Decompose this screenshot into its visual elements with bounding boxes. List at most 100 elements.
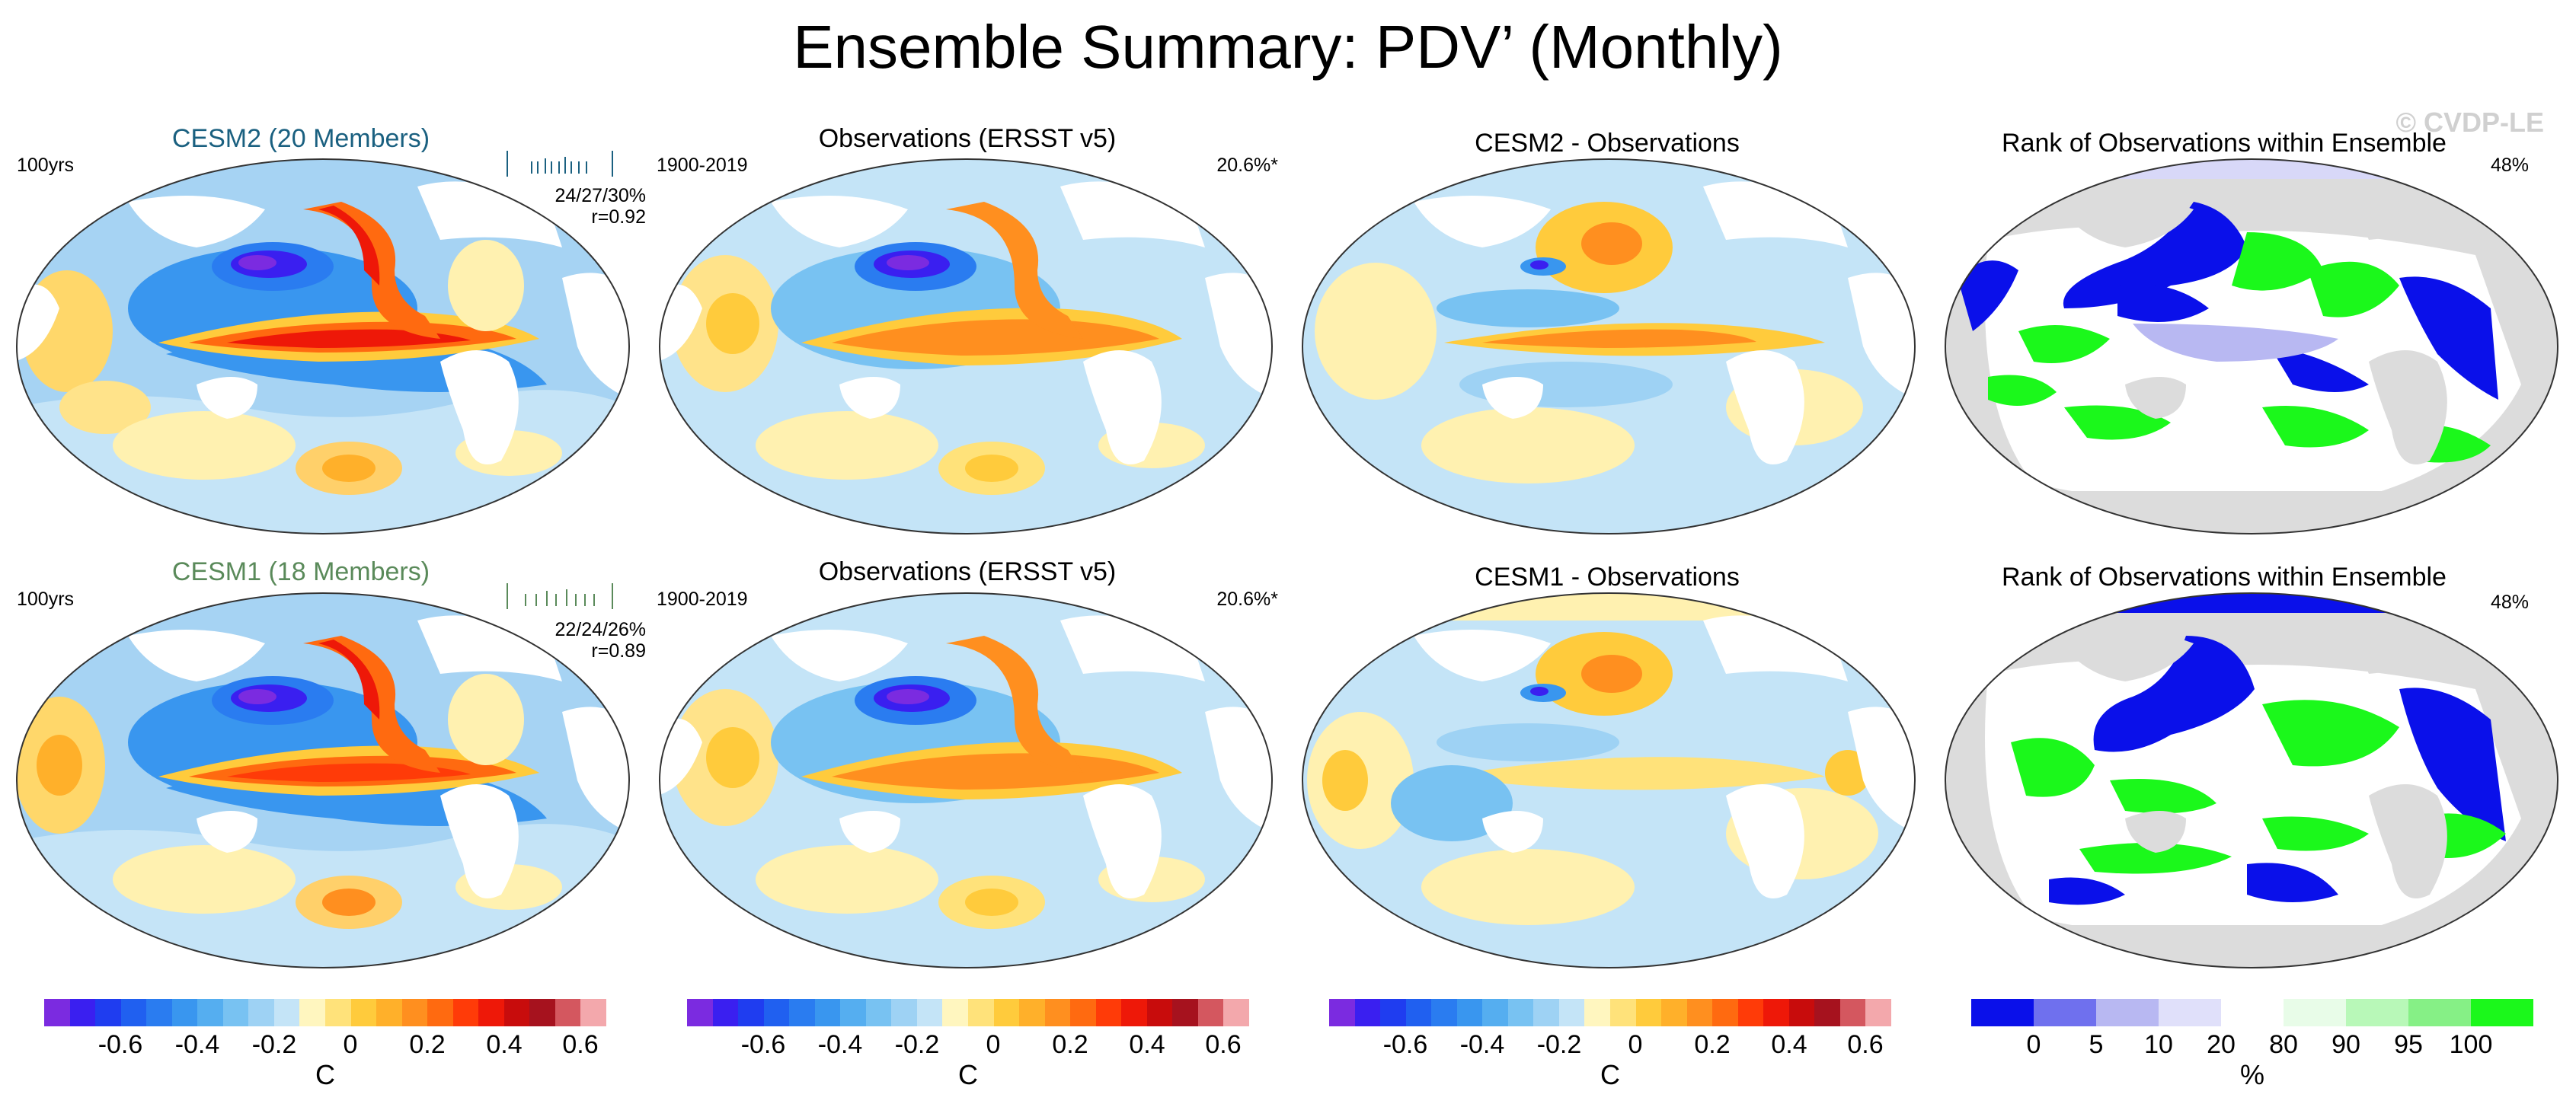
tick-label: 0: [1628, 1030, 1643, 1059]
tick-label: -0.6: [740, 1030, 786, 1059]
obs-stat: 20.6%*: [1216, 589, 1278, 610]
colorbar-swatch: [1354, 999, 1381, 1026]
tick-label: 0.6: [1847, 1030, 1884, 1059]
tick-label: -0.4: [1459, 1030, 1505, 1059]
map-observations: [659, 158, 1273, 534]
colorbar-temperature-3: [1329, 999, 1892, 1026]
colorbar-swatch: [738, 999, 764, 1026]
colorbar-swatch: [2284, 999, 2346, 1026]
colorbar-swatch: [452, 999, 479, 1026]
tick-label: 10: [2144, 1030, 2173, 1059]
colorbar-swatch: [865, 999, 892, 1026]
tick-label: 0.6: [562, 1030, 599, 1059]
map-cesm1: [16, 592, 630, 968]
tick-label: 0.4: [1771, 1030, 1807, 1059]
colorbar-swatch: [1329, 999, 1355, 1026]
colorbar-swatch: [1971, 999, 2034, 1026]
colorbar-temperature-2: [687, 999, 1250, 1026]
colorbar-swatch: [503, 999, 530, 1026]
colorbar-swatch: [1737, 999, 1764, 1026]
panel-title-rank: Rank of Observations within Ensemble: [2002, 129, 2447, 158]
tick-label: 20: [2207, 1030, 2236, 1059]
tick-label: 5: [2089, 1030, 2104, 1059]
map-observations: [659, 592, 1273, 968]
colorbar-swatch: [916, 999, 943, 1026]
colorbar-swatch: [2034, 999, 2096, 1026]
tick-label: -0.4: [817, 1030, 863, 1059]
colorbar-swatch: [1095, 999, 1122, 1026]
colorbar-swatch: [529, 999, 555, 1026]
pattern-correlation: r=0.89: [591, 640, 646, 662]
colorbar-swatch: [1019, 999, 1045, 1026]
tick-label: 0.2: [1694, 1030, 1731, 1059]
rank-percent: 48%: [2490, 155, 2529, 176]
colorbar-swatch: [325, 999, 351, 1026]
obs-stat: 20.6%*: [1216, 155, 1278, 176]
colorbar-swatch: [95, 999, 121, 1026]
colorbar-swatch: [401, 999, 428, 1026]
colorbar-swatch: [1197, 999, 1224, 1026]
tick-label: 95: [2394, 1030, 2423, 1059]
figure-title: Ensemble Summary: PDV’ (Monthly): [793, 13, 1783, 81]
colorbar-swatch: [687, 999, 713, 1026]
colorbar-swatch: [2471, 999, 2533, 1026]
colorbar-swatch: [478, 999, 504, 1026]
colorbar-swatch: [1584, 999, 1611, 1026]
colorbar-swatch: [427, 999, 453, 1026]
tick-label: 0: [2026, 1030, 2041, 1059]
colorbar-swatch: [2408, 999, 2471, 1026]
colorbar-swatch: [1558, 999, 1585, 1026]
tick-label: 0: [986, 1030, 1001, 1059]
rank-percent: 48%: [2490, 592, 2529, 613]
tick-label: 80: [2269, 1030, 2298, 1059]
colorbar-swatch: [968, 999, 994, 1026]
colorbar-swatch: [44, 999, 70, 1026]
tick-label: 0.4: [1129, 1030, 1165, 1059]
colorbar-swatch: [1712, 999, 1738, 1026]
colorbar-unit: %: [2239, 1059, 2265, 1090]
colorbar-swatch: [299, 999, 326, 1026]
colorbar-swatch: [1121, 999, 1147, 1026]
colorbar-swatch: [1839, 999, 1866, 1026]
colorbar-unit: C: [315, 1059, 335, 1090]
colorbar-swatch: [273, 999, 300, 1026]
colorbar-swatch: [1070, 999, 1096, 1026]
colorbar-swatch: [171, 999, 198, 1026]
colorbar-temperature-1: [44, 999, 607, 1026]
colorbar-swatch: [1044, 999, 1071, 1026]
colorbar-swatch: [814, 999, 841, 1026]
tick-label: -0.6: [1382, 1030, 1428, 1059]
colorbar-swatch: [763, 999, 790, 1026]
colorbar-swatch: [1172, 999, 1198, 1026]
colorbar-swatch: [146, 999, 172, 1026]
colorbar-swatch: [1814, 999, 1840, 1026]
colorbar-swatch: [120, 999, 147, 1026]
colorbar-swatch: [555, 999, 581, 1026]
panel-title-rank: Rank of Observations within Ensemble: [2002, 563, 2447, 592]
tick-label: -0.4: [174, 1030, 220, 1059]
colorbar-swatch: [197, 999, 223, 1026]
colorbar-swatch: [1431, 999, 1457, 1026]
colorbar-swatch: [222, 999, 249, 1026]
watermark: © CVDP-LE: [2395, 107, 2544, 138]
percentile-stats: 22/24/26%: [555, 619, 646, 640]
colorbar-swatch: [1788, 999, 1815, 1026]
tick-label: -0.2: [1536, 1030, 1582, 1059]
period-label: 100yrs: [17, 155, 75, 176]
colorbar-swatch: [712, 999, 739, 1026]
obs-period-label: 1900-2019: [657, 589, 748, 610]
colorbar-rank: [1971, 999, 2533, 1026]
panel-title-observations: Observations (ERSST v5): [818, 557, 1117, 586]
panel-title-difference: CESM2 - Observations: [1475, 129, 1740, 158]
colorbar-swatch: [1610, 999, 1636, 1026]
tick-label: 100: [2449, 1030, 2493, 1059]
colorbar-swatch: [1405, 999, 1432, 1026]
colorbar-swatch: [1661, 999, 1687, 1026]
colorbar-swatch: [993, 999, 1020, 1026]
colorbar-swatch: [891, 999, 917, 1026]
colorbar-swatch: [942, 999, 969, 1026]
panel-title-cesm1: CESM1 (18 Members): [171, 557, 430, 586]
map-difference: [1302, 158, 1916, 534]
colorbar-swatch: [789, 999, 815, 1026]
panel-title-observations: Observations (ERSST v5): [818, 124, 1117, 153]
